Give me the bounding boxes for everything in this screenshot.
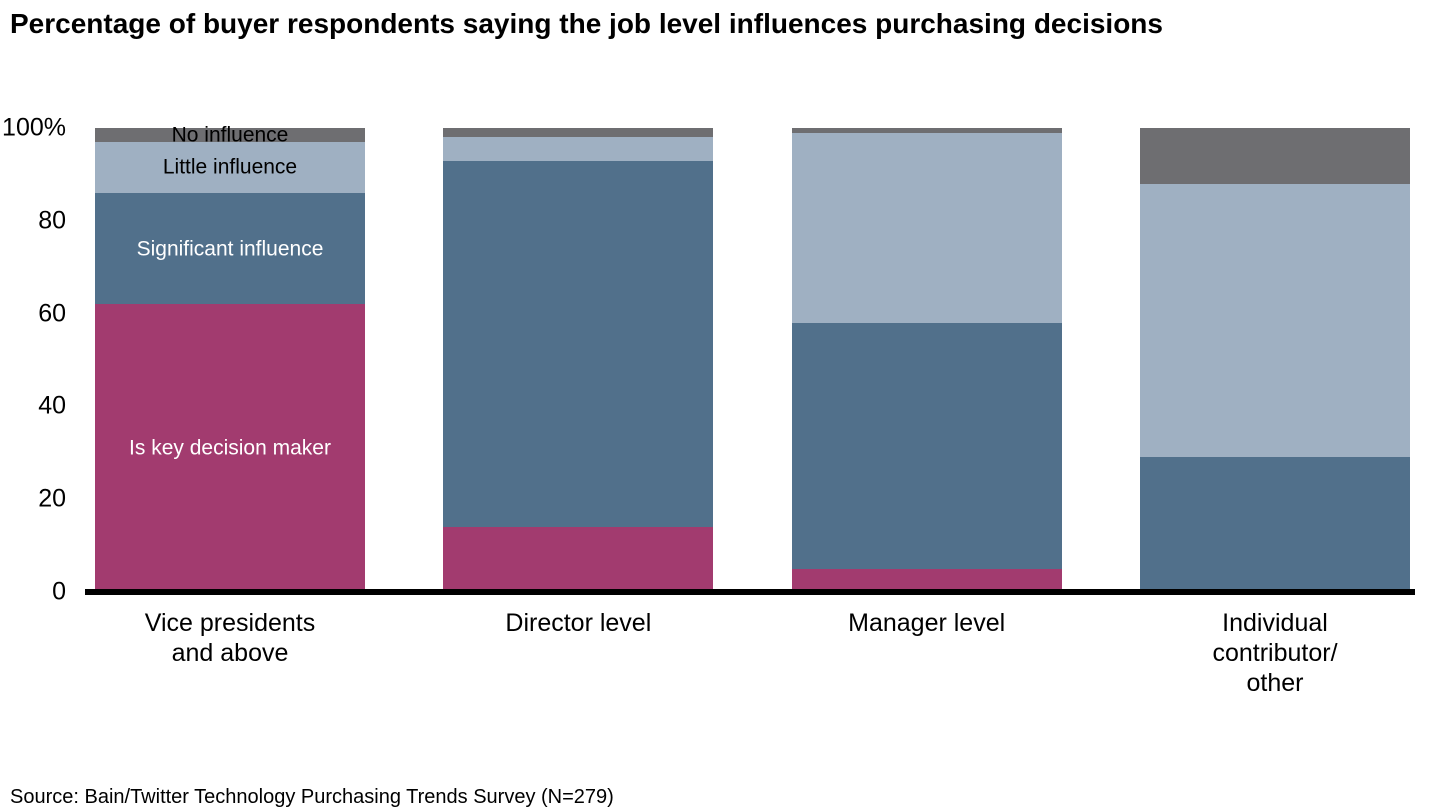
- stacked-bar: [1139, 128, 1410, 592]
- bar-segment: [791, 568, 1062, 592]
- x-axis-category-label: Vice presidents and above: [144, 609, 316, 667]
- x-axis-category-label: Director level: [505, 609, 652, 637]
- x-axis: Vice presidents and above Director level M…: [95, 608, 1410, 697]
- bar-segment: [443, 137, 714, 161]
- x-axis-baseline: [85, 589, 1415, 595]
- y-axis-tick-label: 40: [38, 391, 66, 420]
- stacked-bar: [443, 128, 714, 592]
- bar-segment: [443, 128, 714, 138]
- bar-segment: [1139, 457, 1410, 592]
- bar-segment: Is key decision maker: [95, 304, 365, 592]
- bar-segment: [791, 132, 1062, 323]
- bar-segment: Significant influence: [95, 192, 365, 305]
- x-axis-category-label: Manager level: [848, 609, 1006, 637]
- y-axis-tick-label: 0: [52, 577, 66, 606]
- segment-label: Significant influence: [136, 237, 324, 261]
- y-axis-tick-label: 20: [38, 484, 66, 513]
- y-axis-tick-label: 80: [38, 206, 66, 235]
- bar-segment: [443, 527, 714, 592]
- y-axis-tick-label: 100%: [2, 113, 66, 142]
- stacked-bar: Is key decision maker Significant influen…: [95, 123, 365, 592]
- plot-area: Is key decision maker Significant influen…: [95, 123, 1410, 592]
- source-note: Source: Bain/Twitter Technology Purchasi…: [10, 786, 614, 808]
- bar-segment: [791, 128, 1062, 133]
- bar-segment: Little influence: [95, 141, 365, 193]
- segment-label: Little influence: [162, 155, 298, 179]
- chart-title: Percentage of buyer respondents saying t…: [10, 8, 1163, 39]
- segment-label: No influence: [171, 123, 289, 147]
- bar-segment: [791, 322, 1062, 569]
- stacked-bar: [791, 128, 1062, 592]
- bar-segment: [1139, 128, 1410, 184]
- bar-segment: No influence: [95, 123, 365, 146]
- x-axis-category-label: Individual contributor/ other: [1212, 609, 1338, 697]
- bar-segment: [1139, 183, 1410, 458]
- segment-label: Is key decision maker: [129, 436, 331, 460]
- y-axis-tick-label: 60: [38, 299, 66, 328]
- y-axis: 100% 80 60 40 20 0: [0, 114, 66, 606]
- bar-segment: [443, 160, 714, 528]
